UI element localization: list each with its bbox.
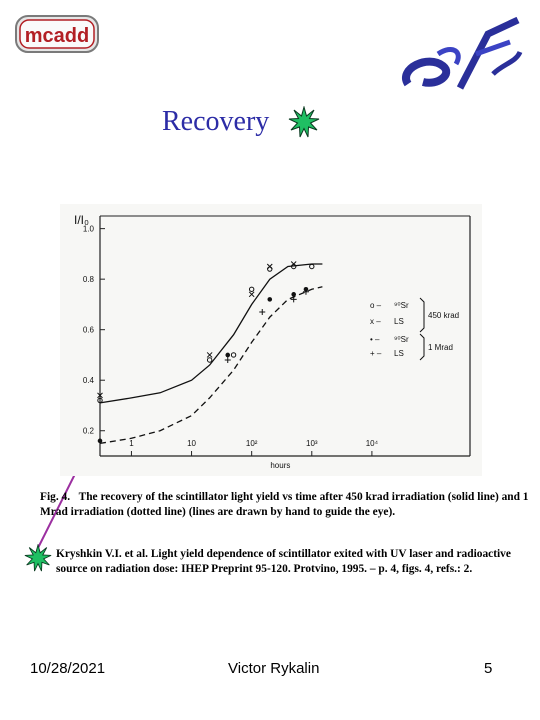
y-tick-label: 0.4 [83, 376, 95, 385]
data-point [291, 292, 296, 297]
page-number: 5 [484, 660, 493, 677]
data-point [97, 438, 103, 444]
data-point [230, 352, 237, 358]
x-tick-label: 10² [246, 439, 258, 448]
legend-group-label: 450 krad [428, 311, 459, 320]
y-tick-label: 1.0 [83, 225, 95, 234]
y-tick-label: 0.6 [83, 326, 95, 335]
legend-label: ⁹⁰Sr [394, 335, 409, 344]
reference-text: Kryshkin V.I. et al. Light yield depende… [56, 548, 511, 575]
mcadd-logo: mcadd [15, 15, 99, 53]
legend-marker: o – [370, 301, 382, 310]
logo-text: mcadd [25, 25, 89, 47]
data-point [248, 291, 255, 298]
data-point [290, 296, 297, 303]
data-point [267, 297, 273, 302]
data-point [97, 397, 103, 404]
legend-marker: x – [370, 317, 381, 326]
figure-caption: Fig. 4. The recovery of the scintillator… [40, 490, 530, 520]
y-axis-label: I/I₀ [74, 213, 89, 227]
data-point [225, 352, 231, 358]
data-point [97, 392, 103, 399]
y-tick-label: 0.2 [83, 427, 95, 436]
data-point [224, 357, 231, 363]
x-tick-label: 10³ [306, 439, 318, 448]
data-point [302, 288, 309, 295]
caption-label: Fig. 4. [40, 491, 71, 503]
star-burst-icon [288, 106, 320, 138]
x-axis-label: hours [270, 461, 290, 470]
x-tick-label: 10⁴ [366, 439, 379, 448]
legend-label: LS [394, 349, 404, 358]
data-point [248, 286, 255, 292]
legend-brace [419, 333, 425, 361]
legend-brace [419, 297, 425, 333]
legend-marker: • – [370, 335, 380, 344]
data-point [309, 263, 315, 270]
data-point [206, 357, 213, 363]
dashed-curve [99, 286, 323, 445]
caption-text: The recovery of the scintillator light y… [40, 491, 529, 518]
legend-group-label: 1 Mrad [428, 343, 453, 352]
legend-label: LS [394, 317, 404, 326]
institute-logo-icon [402, 16, 523, 90]
legend-label: ⁹⁰Sr [394, 301, 409, 310]
recovery-chart: I/I₀ 0.2 0.4 0.6 0.8 1.0 1 10 10² 10³ 10⁴ hours o –… [60, 204, 482, 476]
star-burst-icon [24, 544, 52, 572]
footer-author: Victor Rykalin [228, 660, 320, 677]
data-point [266, 263, 273, 270]
x-tick-label: 10 [187, 439, 196, 448]
legend-marker: + – [370, 349, 382, 358]
y-tick-label: 0.8 [83, 275, 95, 284]
slide-title: Recovery [162, 106, 270, 137]
data-point [259, 309, 266, 315]
data-point [206, 352, 213, 358]
footer-date: 10/28/2021 [30, 660, 106, 677]
x-tick-label: 1 [129, 439, 134, 448]
data-point [290, 261, 297, 267]
